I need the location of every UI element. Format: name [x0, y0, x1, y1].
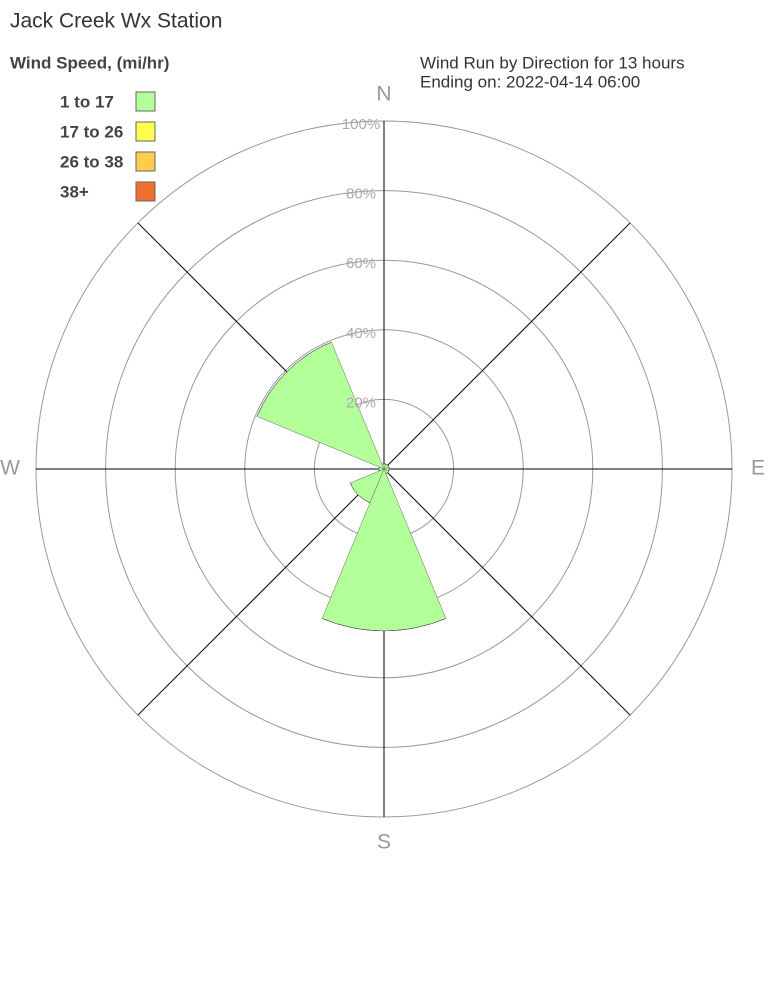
- r-tick-label: 100%: [342, 116, 380, 133]
- subtitle: Ending on: 2022-04-14 06:00: [420, 72, 640, 91]
- wedge: [256, 341, 332, 417]
- legend-label: 1 to 17: [60, 92, 114, 111]
- spoke: [383, 222, 631, 470]
- legend-label: 17 to 26: [60, 122, 123, 141]
- legend-swatch: [135, 91, 156, 112]
- subtitle: Wind Run by Direction for 13 hours: [420, 53, 685, 72]
- direction-label: S: [377, 831, 391, 854]
- legend-swatch: [135, 181, 156, 202]
- direction-label: W: [0, 457, 20, 480]
- spoke: [383, 468, 631, 716]
- direction-label: E: [751, 457, 765, 480]
- legend-swatch: [135, 121, 156, 142]
- r-tick-label: 20%: [346, 394, 376, 411]
- r-tick-label: 40%: [346, 325, 376, 342]
- chart-title: Jack Creek Wx Station: [10, 10, 222, 33]
- r-tick-label: 80%: [346, 186, 376, 203]
- legend-label: 26 to 38: [60, 152, 123, 171]
- wedge: [321, 468, 447, 632]
- legend-swatch: [135, 151, 156, 172]
- spoke: [137, 468, 385, 716]
- legend-title: Wind Speed, (mi/hr): [10, 53, 169, 72]
- legend-label: 38+: [60, 182, 89, 201]
- direction-label: N: [376, 83, 391, 106]
- r-tick-label: 60%: [346, 255, 376, 272]
